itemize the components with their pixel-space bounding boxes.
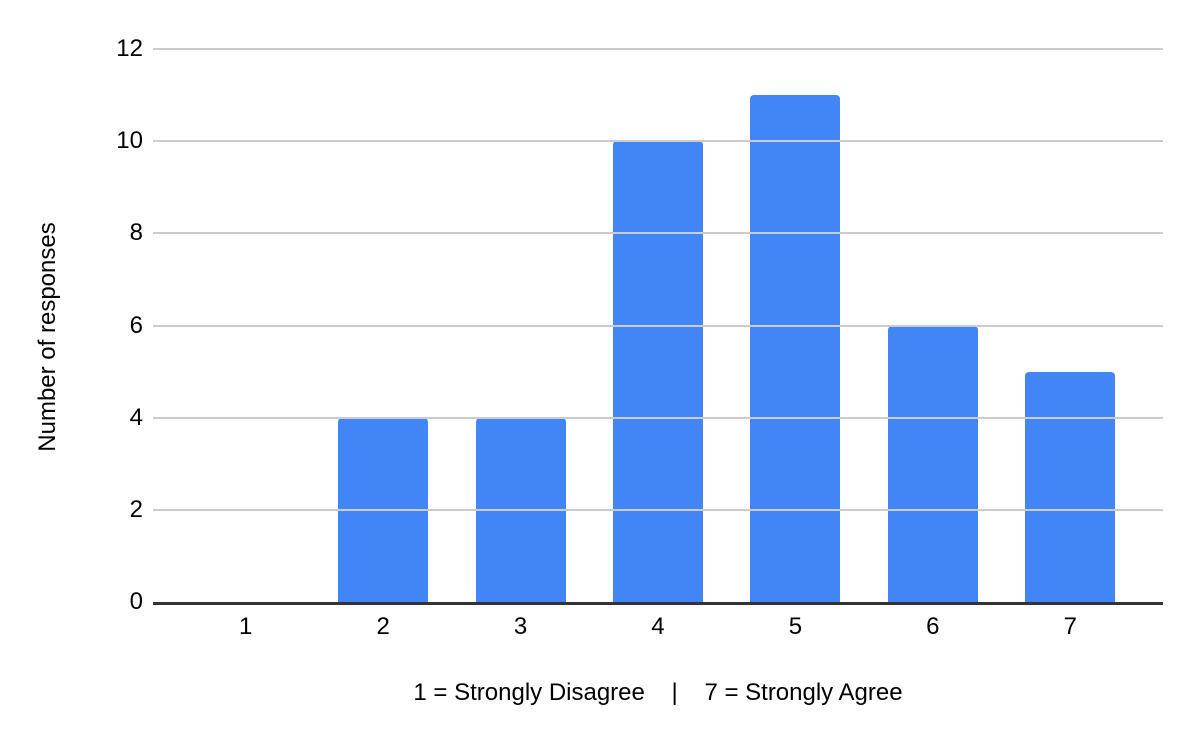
bar-slot [589, 141, 726, 602]
bars-row [153, 49, 1163, 602]
bar [1025, 371, 1116, 602]
plot-area [153, 48, 1163, 605]
x-tick-label: 6 [926, 613, 940, 640]
gridline [153, 232, 1163, 235]
bar-slot [864, 325, 1001, 602]
bar [887, 325, 978, 602]
gridline [153, 416, 1163, 419]
x-tick-label: 7 [1063, 613, 1077, 640]
gridline [153, 508, 1163, 511]
bar [612, 141, 703, 602]
x-axis-tick-labels: 1 2 3 4 5 6 7 [153, 612, 1163, 642]
x-tick-label: 3 [513, 613, 528, 640]
gridline [153, 48, 1163, 50]
y-tick-label: 4 [129, 403, 143, 431]
bar-slot [1002, 371, 1139, 602]
bar-slot [727, 95, 864, 602]
x-tick-label: 5 [788, 613, 803, 640]
y-tick-label: 8 [129, 219, 143, 247]
gridline [153, 140, 1163, 143]
y-axis-title: Number of responses [34, 222, 61, 452]
x-tick-label: 2 [376, 613, 390, 640]
y-tick-label: 2 [129, 495, 143, 523]
gridline [153, 324, 1163, 327]
x-axis-title: 1 = Strongly Disagree | 7 = Strongly Agr… [413, 679, 903, 706]
bar [750, 95, 841, 602]
y-tick-label: 12 [116, 35, 143, 62]
x-tick-label: 4 [651, 613, 665, 640]
y-tick-label: 6 [129, 311, 143, 339]
x-tick-label: 1 [239, 613, 253, 640]
y-tick-label: 0 [129, 588, 143, 615]
y-tick-label: 10 [116, 127, 143, 155]
